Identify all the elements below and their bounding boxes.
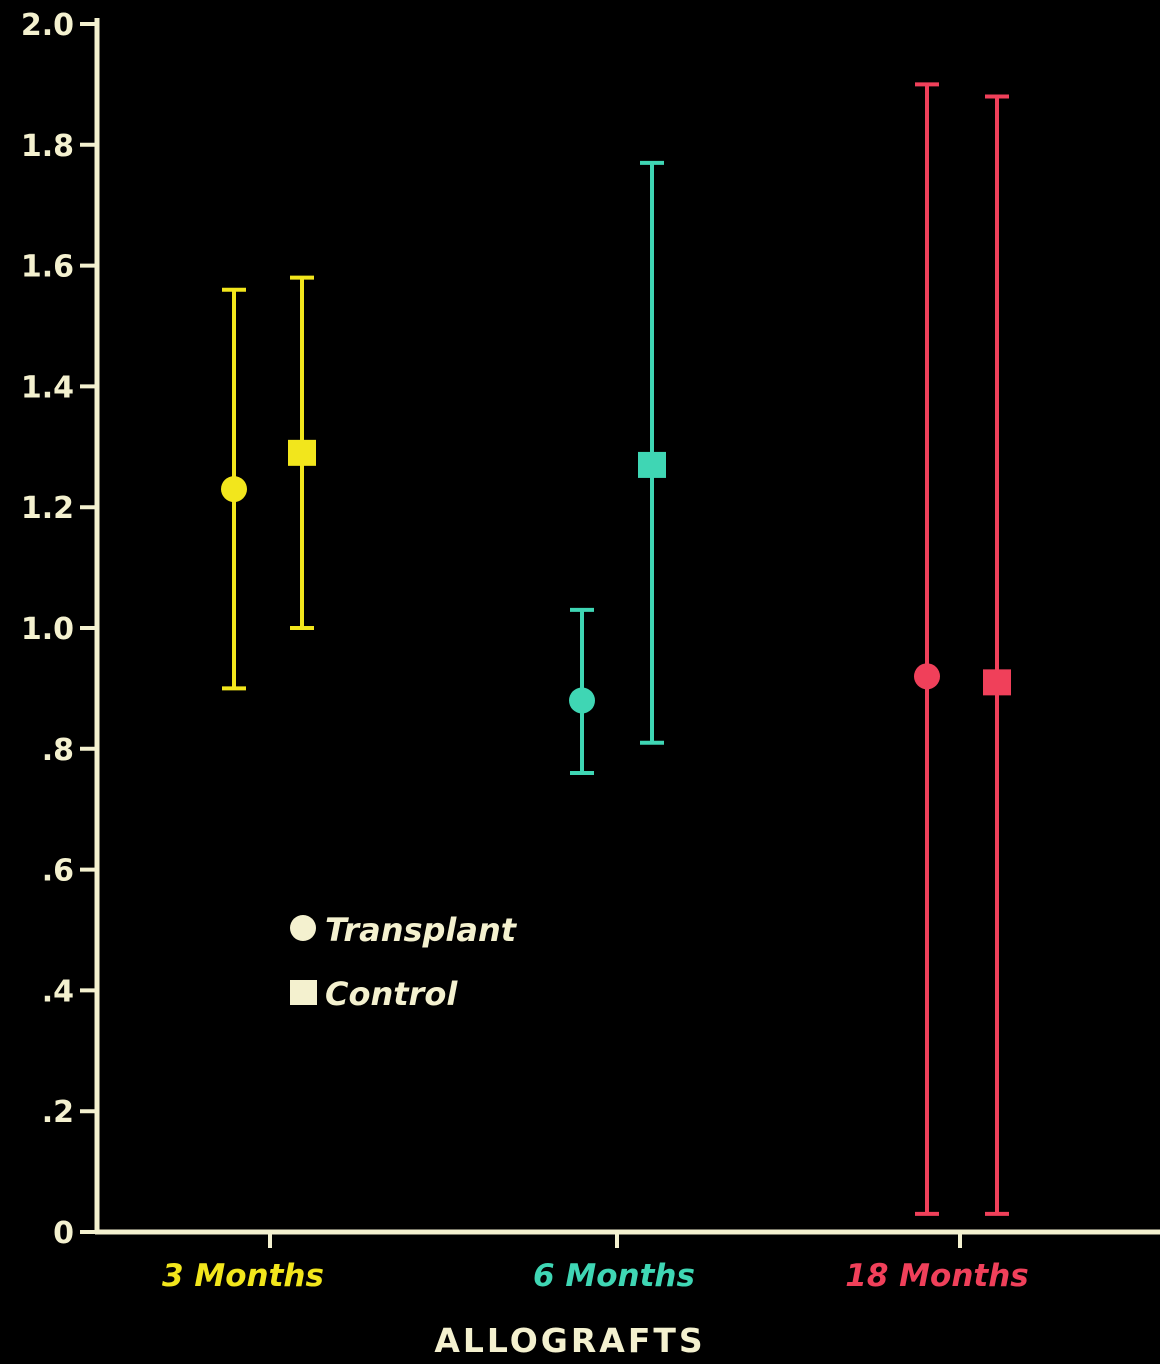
y-tick-label: 2.0 (21, 8, 74, 43)
y-tick-label: 1.8 (21, 129, 74, 164)
y-tick-label: 1.4 (21, 370, 74, 405)
data-marks (221, 82, 1011, 1216)
transplant-18-months-point (914, 663, 940, 690)
y-tick-label: 1.0 (21, 612, 74, 647)
legend-transplant-label: Transplant (325, 911, 518, 949)
control-6-months-point (638, 451, 666, 478)
y-tick-label: 0 (53, 1216, 74, 1251)
axes (94, 18, 1160, 1235)
y-tick-label: .8 (42, 733, 74, 768)
y-tick-label: .2 (42, 1095, 74, 1130)
y-tick-label: .6 (42, 854, 74, 889)
y-axis-ticks: 2.0 1.8 1.6 1.4 1.2 1.0 .8 .6 .4 .2 0 (21, 8, 97, 1251)
y-tick-label: .4 (42, 974, 74, 1009)
transplant-3-months-point (221, 476, 247, 503)
x-tick-label: 3 Months (162, 1258, 324, 1294)
control-3-months-point (288, 439, 316, 466)
control-18-months-point (983, 669, 1011, 696)
x-axis-title: ALLOGRAFTS (434, 1321, 705, 1360)
legend-transplant-marker (290, 915, 316, 941)
x-tick-label: 18 Months (845, 1258, 1029, 1294)
legend-control-marker (290, 980, 317, 1005)
x-axis-ticks: 3 Months 6 Months 18 Months (162, 1232, 1029, 1294)
legend-control-label: Control (325, 975, 458, 1013)
y-tick-label: 1.6 (21, 250, 74, 285)
legend: Transplant Control (290, 911, 518, 1013)
y-tick-label: 1.2 (21, 491, 74, 526)
x-tick-label: 6 Months (533, 1258, 695, 1294)
transplant-6-months-point (569, 687, 595, 714)
